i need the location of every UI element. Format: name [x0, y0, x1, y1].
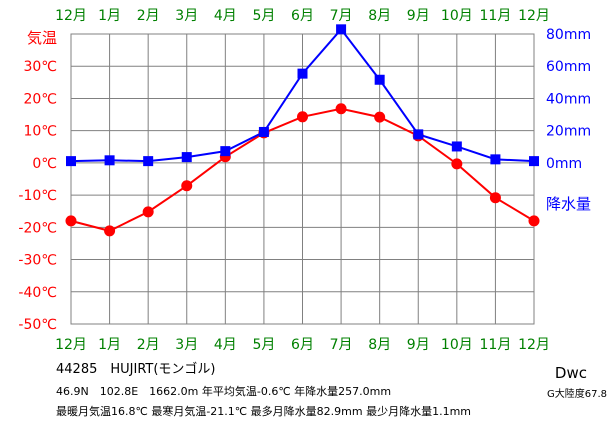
month-label-top: 1月	[98, 8, 121, 24]
precipitation-point	[104, 155, 115, 166]
precipitation-point	[66, 156, 76, 167]
temp-tick-label: 10℃	[23, 124, 57, 140]
precip-tick-label: 0mm	[546, 156, 582, 172]
month-label-bottom: 7月	[330, 337, 353, 353]
month-label-top: 7月	[330, 8, 353, 24]
month-label-bottom: 6月	[291, 337, 314, 353]
precip-tick-label: 20mm	[546, 124, 591, 140]
month-label-top: 6月	[291, 8, 314, 24]
month-label-top: 8月	[368, 8, 391, 24]
precipitation-point	[258, 126, 269, 137]
month-label-top: 9月	[407, 8, 430, 24]
precipitation-point	[143, 156, 154, 167]
temperature-point	[104, 225, 116, 237]
temperature-point	[489, 192, 501, 204]
month-label-bottom: 4月	[214, 337, 237, 353]
temperature-point	[528, 215, 540, 227]
precipitation-point	[413, 129, 424, 140]
month-label-bottom: 1月	[98, 337, 121, 353]
month-label-bottom: 12月	[55, 337, 87, 353]
month-label-bottom: 9月	[407, 337, 430, 353]
month-label-bottom: 3月	[175, 337, 198, 353]
station-label: 44285 HUJIRT(モンゴル)	[56, 362, 216, 377]
temperature-point	[335, 103, 347, 115]
temp-tick-label: 0℃	[32, 156, 57, 172]
month-label-bottom: 10月	[441, 337, 473, 353]
temperature-point	[142, 206, 154, 218]
koppen-class: Dwc	[554, 364, 587, 382]
extremes-summary: 最暖月気温16.8℃ 最寒月気温-21.1℃ 最多月降水量82.9mm 最少月降…	[56, 405, 471, 418]
location-summary: 46.9N 102.8E 1662.0m 年平均気温-0.6℃ 年降水量257.…	[56, 385, 392, 398]
continentality-index: G大陸度67.8	[546, 389, 607, 400]
precipitation-point	[490, 154, 501, 165]
temp-axis-label: 気温	[27, 29, 57, 47]
month-label-top: 12月	[518, 8, 550, 24]
temperature-point	[181, 180, 193, 192]
month-label-bottom: 8月	[368, 337, 391, 353]
plot-frame	[70, 33, 535, 325]
month-label-top: 11月	[480, 8, 512, 24]
temperature-point	[297, 111, 308, 123]
temperature-point	[451, 158, 463, 170]
precipitation-point	[220, 146, 231, 157]
month-label-bottom: 12月	[518, 337, 550, 353]
month-label-bottom: 2月	[137, 337, 160, 353]
temp-tick-label: -40℃	[18, 285, 57, 301]
temp-tick-label: 30℃	[23, 59, 57, 75]
precipitation-point	[374, 74, 385, 85]
month-label-top: 2月	[137, 8, 160, 24]
temp-tick-label: -20℃	[18, 220, 57, 236]
month-label-top: 4月	[214, 8, 237, 24]
temp-tick-label: 20℃	[23, 91, 57, 107]
month-label-top: 12月	[55, 8, 87, 24]
temperature-point	[65, 215, 77, 227]
precip-tick-label: 80mm	[546, 27, 591, 43]
month-label-top: 10月	[441, 8, 473, 24]
temp-tick-label: -10℃	[18, 188, 57, 204]
precipitation-point	[451, 141, 462, 152]
precipitation-point	[181, 152, 192, 163]
month-label-bottom: 5月	[252, 337, 275, 353]
temperature-point	[374, 111, 386, 123]
precipitation-point	[336, 24, 347, 35]
precipitation-point	[297, 68, 308, 79]
precip-tick-label: 60mm	[546, 59, 591, 75]
precip-tick-label: 40mm	[546, 91, 591, 107]
precipitation-point	[529, 156, 539, 167]
precip-axis-label: 降水量	[546, 195, 591, 213]
temp-tick-label: -50℃	[18, 317, 57, 333]
month-label-top: 5月	[252, 8, 275, 24]
month-label-top: 3月	[175, 8, 198, 24]
month-label-bottom: 11月	[480, 337, 512, 353]
temp-tick-label: -30℃	[18, 253, 57, 269]
